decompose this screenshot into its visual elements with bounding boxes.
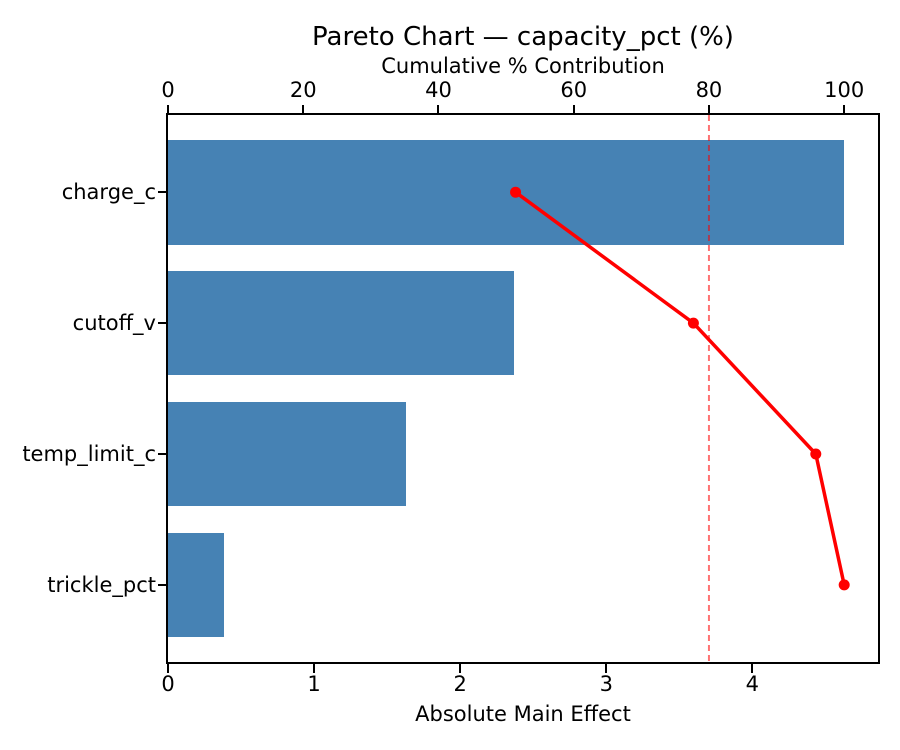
top-axis-tick [572, 105, 575, 113]
top-axis-tick-label: 0 [161, 78, 175, 102]
bottom-axis-tick-label: 3 [599, 672, 613, 696]
bottom-axis-tick-label: 4 [745, 672, 760, 696]
bar-charge_c [168, 139, 845, 245]
bar-trickle_pct [168, 532, 224, 638]
category-label: trickle_pct [47, 572, 156, 597]
plot-inner [168, 115, 878, 662]
bottom-axis-tick [751, 664, 754, 673]
top-axis-tick-label: 100 [824, 78, 865, 102]
category-label: temp_limit_c [22, 442, 156, 466]
top-axis-tick-label: 80 [695, 78, 723, 102]
cumulative-point-marker [687, 317, 699, 329]
bottom-axis-tick-label: 2 [453, 672, 467, 696]
cumulative-point-marker [810, 448, 822, 460]
top-axis-tick [843, 105, 846, 113]
category-label: cutoff_v [72, 311, 156, 336]
y-axis-tick [158, 583, 166, 586]
top-axis-tick [437, 105, 440, 113]
top-axis-tick [167, 105, 169, 113]
cumulative-line-overlay [510, 115, 850, 662]
plot-area [166, 113, 880, 664]
x-axis-label: Absolute Main Effect [415, 702, 631, 726]
bottom-axis-tick [313, 664, 316, 673]
bottom-axis-tick [459, 664, 462, 673]
bottom-axis-tick [167, 664, 169, 673]
y-axis-tick [158, 322, 166, 325]
bottom-axis-tick-label: 1 [307, 672, 321, 696]
cumulative-point-marker [510, 186, 522, 198]
bar-temp_limit_c [168, 401, 407, 507]
y-axis-tick [158, 191, 166, 194]
cumulative-point-marker [838, 579, 850, 591]
bottom-axis-tick-label: 0 [161, 672, 175, 696]
top-axis-label: Cumulative % Contribution [381, 54, 665, 78]
top-axis-tick-label: 20 [289, 78, 317, 102]
bar-cutoff_v [168, 270, 515, 376]
top-axis-tick [302, 105, 305, 113]
category-label: charge_c [61, 180, 156, 205]
cumulative-line [513, 190, 846, 587]
top-axis-tick-label: 60 [560, 78, 588, 102]
top-axis-tick-label: 40 [425, 78, 452, 102]
y-axis-tick [158, 453, 166, 455]
chart-title: Pareto Chart — capacity_pct (%) [312, 22, 734, 52]
bottom-axis-tick [605, 664, 608, 673]
top-axis-tick [707, 105, 710, 113]
